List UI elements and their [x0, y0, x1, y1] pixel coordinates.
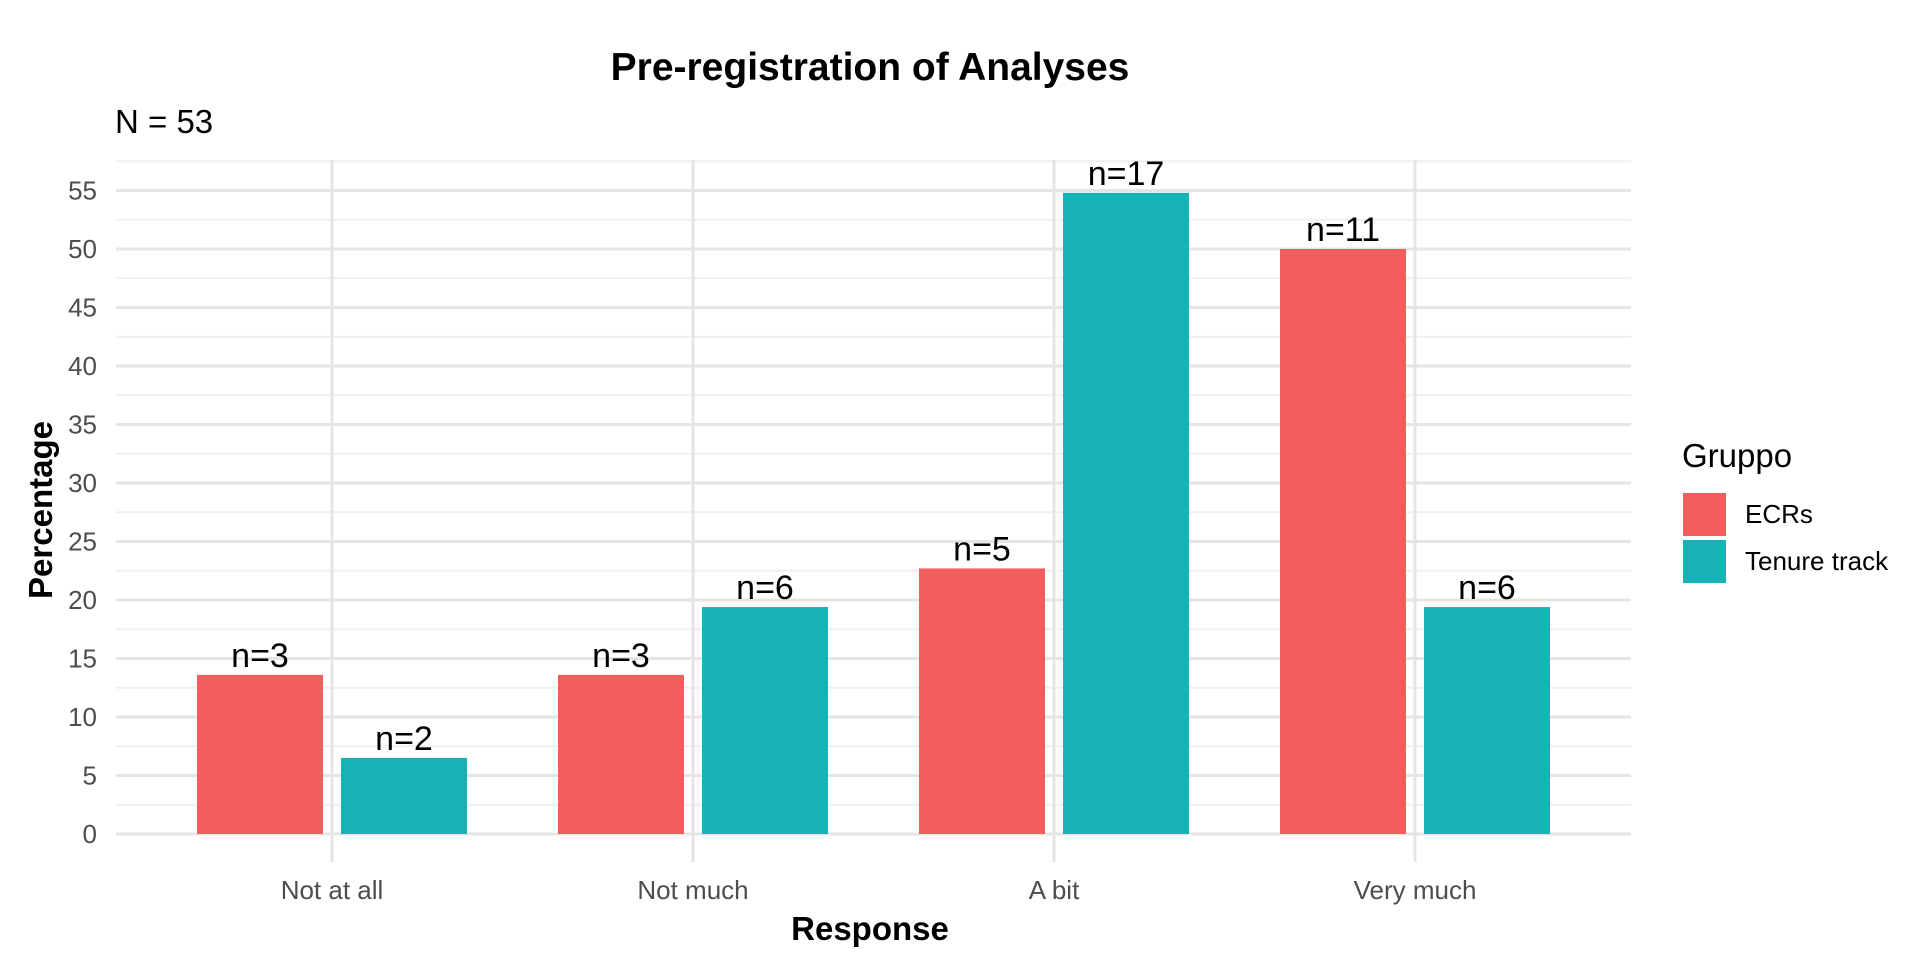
chart-subtitle: N = 53	[115, 103, 213, 140]
bar-tenure-track-not-at-all	[341, 757, 467, 834]
bar-ecrs-a-bit	[919, 568, 1045, 834]
x-axis-title: Response	[791, 910, 949, 947]
bar-label-ecrs-a-bit: n=5	[953, 530, 1011, 568]
y-tick-label-20: 20	[68, 585, 97, 615]
x-tick-label-not-much: Not much	[637, 875, 748, 905]
bar-tenure-track-not-much	[702, 607, 828, 834]
bar-label-tenure-track-not-much: n=6	[736, 569, 794, 607]
y-tick-label-10: 10	[68, 702, 97, 732]
bar-labels: n=3 n=3 n=5 n=11 n=2 n=6 n=17 n=6	[231, 155, 1516, 758]
bar-label-ecrs-not-at-all: n=3	[231, 637, 289, 675]
y-tick-label-30: 30	[68, 468, 97, 498]
y-tick-label-25: 25	[68, 527, 97, 557]
bar-ecrs-not-at-all	[197, 674, 323, 834]
bar-label-tenure-track-a-bit: n=17	[1088, 155, 1165, 193]
bar-tenure-track-a-bit	[1063, 192, 1189, 835]
legend-swatch-ecrs	[1683, 493, 1726, 536]
legend-title: Gruppo	[1682, 437, 1792, 474]
y-tick-label-35: 35	[68, 410, 97, 440]
y-tick-label-50: 50	[68, 234, 97, 264]
legend-label-tenure-track: Tenure track	[1745, 546, 1889, 576]
bar-label-tenure-track-not-at-all: n=2	[375, 720, 433, 758]
y-tick-label-15: 15	[68, 644, 97, 674]
bar-label-ecrs-not-much: n=3	[592, 637, 650, 675]
bar-ecrs-very-much	[1280, 249, 1406, 834]
x-tick-label-very-much: Very much	[1354, 875, 1477, 905]
legend-item-tenure-track: Tenure track	[1683, 540, 1889, 583]
y-tick-label-45: 45	[68, 293, 97, 323]
legend-swatch-tenure-track	[1683, 540, 1726, 583]
legend-item-ecrs: ECRs	[1683, 493, 1813, 536]
y-tick-label-0: 0	[83, 819, 97, 849]
y-tick-label-40: 40	[68, 351, 97, 381]
bar-tenure-track-very-much	[1424, 607, 1550, 834]
bar-label-ecrs-very-much: n=11	[1306, 211, 1380, 249]
bars	[197, 192, 1550, 835]
bar-label-tenure-track-very-much: n=6	[1458, 569, 1516, 607]
y-axis-title: Percentage	[22, 421, 59, 599]
legend: Gruppo ECRs Tenure track	[1682, 437, 1889, 583]
chart-title: Pre-registration of Analyses	[611, 46, 1130, 89]
x-tick-label-not-at-all: Not at all	[281, 875, 384, 905]
bar-ecrs-not-much	[558, 674, 684, 834]
x-tick-label-a-bit: A bit	[1029, 875, 1080, 905]
x-axis-ticks: Not at all Not much A bit Very much	[281, 875, 1477, 905]
y-axis-ticks: 0 5 10 15 20 25 30 35 40 45 50 55	[68, 176, 97, 850]
legend-label-ecrs: ECRs	[1745, 499, 1813, 529]
y-tick-label-5: 5	[83, 761, 97, 791]
y-tick-label-55: 55	[68, 176, 97, 206]
